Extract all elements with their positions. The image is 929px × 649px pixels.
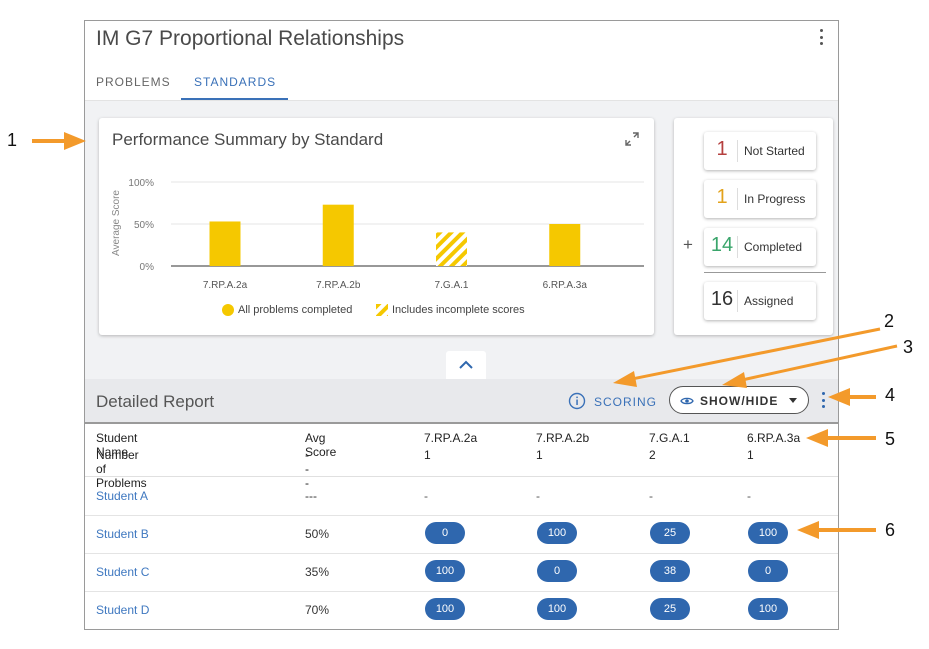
x-tick-label: 7.RP.A.2b	[316, 280, 361, 291]
callout-arrowhead-2	[613, 371, 637, 387]
score-empty: -	[424, 489, 428, 503]
bar-6-rp-a-3a[interactable]	[549, 224, 581, 266]
score-empty: -	[649, 489, 653, 503]
tab-standards[interactable]: STANDARDS	[194, 75, 277, 89]
not-started-count: 1	[716, 138, 728, 160]
callout-number-6: 6	[885, 520, 896, 540]
callout-arrowhead-4	[828, 388, 850, 406]
show-hide-label: SHOW/HIDE	[700, 394, 779, 408]
callout-arrowhead-5	[806, 429, 828, 447]
student-link[interactable]: Student B	[96, 527, 149, 541]
not-started-label: Not Started	[744, 144, 805, 158]
plus-icon: +	[683, 235, 693, 254]
score-empty: -	[536, 489, 540, 503]
assigned-stat[interactable]: 16 Assigned	[704, 282, 816, 320]
page-title: IM G7 Proportional Relationships	[96, 27, 405, 50]
bar-7-rp-a-2a[interactable]	[209, 221, 241, 266]
y-tick-label: 50%	[134, 220, 154, 231]
performance-summary-card: Performance Summary by Standard 0% 50% 100…	[99, 118, 654, 335]
callout-arrowhead-6	[797, 521, 819, 539]
score-empty: -	[747, 489, 751, 503]
table-row: Student A --- - - - -	[85, 477, 838, 516]
bar-chart: 0% 50% 100% 7.RP.A.2a 7.RP.A.2b 7.G.A.1 6.RP.…	[111, 178, 644, 291]
info-icon	[568, 392, 586, 410]
status-summary-card: 1 Not Started 1 In Progress 14 Completed…	[674, 118, 833, 335]
avg-score: 35%	[305, 565, 330, 579]
score-pill[interactable]: 100	[425, 560, 465, 582]
detailed-report-title: Detailed Report	[96, 392, 215, 411]
callout-arrow-2	[631, 327, 881, 381]
sum-divider	[704, 272, 826, 273]
header-divider	[85, 422, 838, 424]
summary-title: Performance Summary by Standard	[112, 130, 384, 149]
x-tick-label: 7.G.A.1	[435, 280, 469, 291]
score-pill[interactable]: 0	[748, 560, 788, 582]
callout-number-1: 1	[7, 130, 18, 150]
completed-stat[interactable]: 14 Completed	[704, 228, 816, 266]
bar-7-g-a-1[interactable]	[436, 232, 467, 266]
active-tab-indicator	[181, 98, 288, 100]
not-started-stat[interactable]: 1 Not Started	[704, 132, 816, 170]
assigned-label: Assigned	[744, 294, 794, 308]
avg-score: 70%	[305, 603, 330, 617]
bar-7-rp-a-2b[interactable]	[322, 204, 354, 266]
score-pill[interactable]: 100	[537, 598, 577, 620]
callout-arrowhead-3	[722, 372, 747, 388]
completed-count: 14	[710, 234, 734, 256]
assigned-count: 16	[710, 288, 734, 310]
callout-arrow-3	[741, 344, 898, 382]
legend-incomplete-swatch	[376, 303, 388, 316]
score-pill[interactable]: 100	[425, 598, 465, 620]
score-pill[interactable]: 25	[650, 522, 690, 544]
callout-number-5: 5	[885, 429, 896, 449]
more-options-icon[interactable]	[818, 29, 824, 45]
x-tick-label: 7.RP.A.2a	[203, 280, 248, 291]
completed-label: Completed	[744, 240, 803, 254]
avg-score: 50%	[305, 527, 330, 541]
app-window: IM G7 Proportional Relationships PROBLEM…	[84, 20, 839, 630]
score-pill[interactable]: 25	[650, 598, 690, 620]
student-link[interactable]: Student D	[96, 603, 150, 617]
y-tick-label: 0%	[140, 262, 155, 273]
callout-arrowhead-1	[64, 132, 86, 150]
y-tick-label: 100%	[128, 178, 154, 189]
caret-down-icon	[789, 398, 797, 403]
expand-icon[interactable]	[624, 131, 640, 152]
eye-icon	[680, 397, 694, 405]
table-row: Student B 50% 0 100 25 100	[85, 515, 838, 554]
x-tick-label: 6.RP.A.3a	[543, 280, 588, 291]
callout-number-2: 2	[884, 311, 895, 331]
student-link[interactable]: Student A	[96, 489, 149, 503]
tab-problems[interactable]: PROBLEMS	[96, 75, 171, 89]
score-pill[interactable]: 0	[537, 560, 577, 582]
legend-completed-label: All problems completed	[238, 304, 353, 316]
legend-completed-swatch	[222, 304, 234, 316]
student-link[interactable]: Student C	[96, 565, 150, 579]
table-row: Student D 70% 100 100 25 100	[85, 591, 838, 629]
y-axis-label: Average Score	[111, 190, 122, 256]
score-pill[interactable]: 100	[748, 598, 788, 620]
table-header: Student Name Number of Problems Avg Scor…	[85, 424, 838, 490]
avg-score: ---	[305, 489, 317, 503]
in-progress-count: 1	[716, 186, 728, 208]
report-more-icon[interactable]	[822, 392, 826, 408]
chevron-up-icon	[459, 360, 473, 369]
legend-incomplete-label: Includes incomplete scores	[392, 304, 525, 316]
table-row: Student C 35% 100 0 38 0	[85, 553, 838, 592]
score-pill[interactable]: 38	[650, 560, 690, 582]
tab-divider	[85, 100, 838, 101]
in-progress-stat[interactable]: 1 In Progress	[704, 180, 816, 218]
callout-number-3: 3	[903, 337, 914, 357]
score-pill[interactable]: 100	[537, 522, 577, 544]
callout-number-4: 4	[885, 385, 896, 405]
scoring-label: SCORING	[594, 395, 658, 409]
in-progress-label: In Progress	[744, 192, 806, 206]
score-pill[interactable]: 100	[748, 522, 788, 544]
detailed-report-header: Detailed Report SCORING SHOW/HIDE	[85, 379, 838, 423]
collapse-summary-button[interactable]	[446, 351, 486, 379]
score-pill[interactable]: 0	[425, 522, 465, 544]
